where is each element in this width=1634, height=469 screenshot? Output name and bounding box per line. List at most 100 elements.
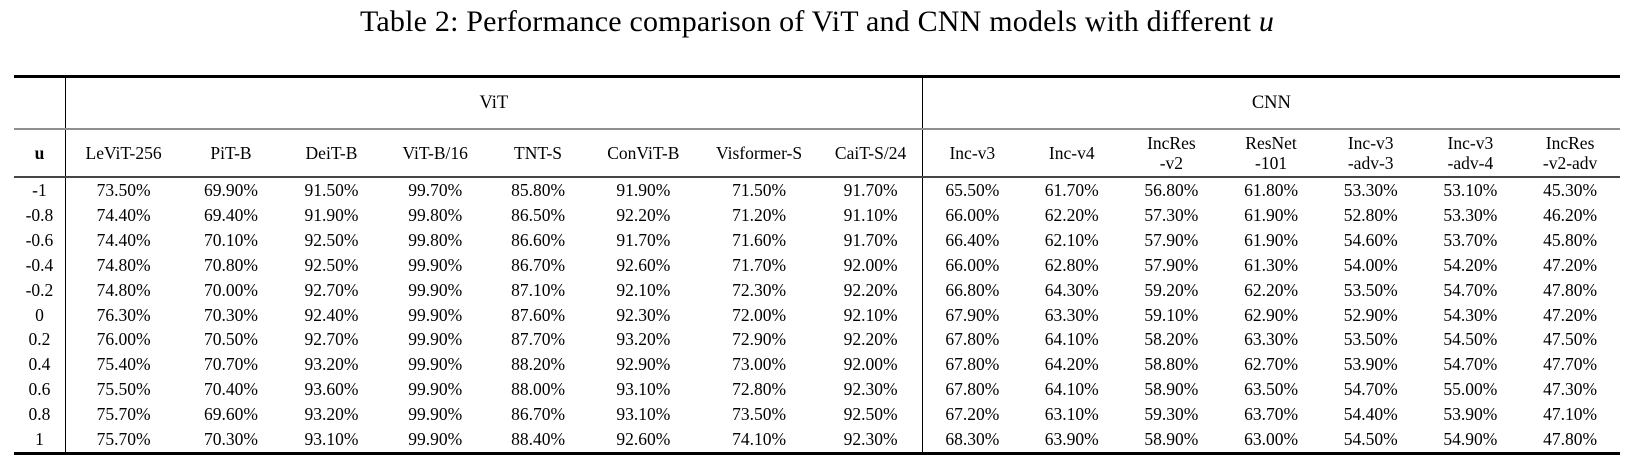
data-cell: 54.70% [1343, 379, 1398, 400]
data-cell: 67.80% [945, 379, 1000, 400]
data-cell: 92.20% [819, 277, 923, 303]
table-row: -0.8 74.40% 69.40% 91.90% 99.80% 86.50% 92.20%… [14, 202, 1620, 228]
data-cell: 63.50% [1244, 379, 1299, 400]
data-cell: 99.90% [408, 279, 463, 300]
data-cell: 53.90% [1343, 354, 1398, 375]
table-row: -1 73.50% 69.90% 91.50% 99.70% 85.80% 91.90% 71… [14, 177, 1620, 203]
data-cell: 70.40% [204, 379, 258, 400]
data-cell: 47.80% [1543, 279, 1598, 300]
group-label-vit: ViT [65, 76, 923, 130]
column-header: Inc-v3 [922, 129, 1022, 178]
data-cell: 47.20% [1543, 254, 1598, 275]
column-header: DeiT-B [280, 129, 383, 178]
data-cell: 93.60% [304, 379, 359, 400]
data-cell: 64.10% [1044, 379, 1099, 400]
data-cell: 54.20% [1443, 254, 1498, 275]
data-cell: 54.90% [1443, 429, 1498, 450]
data-cell: 53.30% [1343, 180, 1398, 200]
data-cell: 91.90% [616, 180, 671, 200]
data-cell: 88.40% [511, 429, 566, 450]
data-cell: 62.20% [1044, 204, 1099, 225]
data-cell: 68.30% [945, 429, 1000, 450]
data-cell: 59.10% [1144, 304, 1199, 325]
data-cell: 86.70% [511, 404, 566, 425]
row-label-u: -1 [14, 177, 66, 203]
column-header: CaiT-S/24 [819, 129, 923, 178]
data-cell: 92.00% [819, 352, 923, 378]
column-header: IncRes -v2-adv [1520, 129, 1620, 178]
table-row: 1 75.70% 70.30% 93.10% 99.90% 88.40% 92.60% 74.… [14, 427, 1620, 454]
data-cell: 61.90% [1244, 204, 1299, 225]
data-cell: 52.80% [1343, 204, 1398, 225]
data-cell: 99.90% [408, 254, 463, 275]
column-header-row: u LeViT-256 PiT-B DeiT-B ViT-B/16 TNT-S ConViT… [14, 129, 1620, 178]
data-cell: 57.90% [1144, 254, 1199, 275]
data-cell: 63.00% [1244, 429, 1299, 450]
data-cell: 71.50% [732, 180, 787, 200]
data-cell: 66.00% [945, 204, 1000, 225]
data-cell: 59.20% [1144, 279, 1199, 300]
column-header: ConViT-B [587, 129, 699, 178]
data-cell: 92.20% [819, 327, 923, 353]
column-header: PiT-B [181, 129, 281, 178]
data-cell: 63.10% [1044, 404, 1099, 425]
data-cell: 73.50% [732, 404, 787, 425]
group-corner-cell [14, 76, 66, 130]
table-row: 0.6 75.50% 70.40% 93.60% 99.90% 88.00% 93.10% 7… [14, 377, 1620, 403]
data-cell: 92.60% [616, 429, 671, 450]
table-row: -0.2 74.80% 70.00% 92.70% 99.90% 87.10% 92.10%… [14, 277, 1620, 303]
data-cell: 58.20% [1144, 329, 1199, 350]
data-cell: 99.90% [408, 404, 463, 425]
column-header: ResNet -101 [1221, 129, 1321, 178]
data-cell: 62.90% [1244, 304, 1299, 325]
data-cell: 67.80% [945, 329, 1000, 350]
data-cell: 92.90% [616, 354, 671, 375]
data-cell: 72.00% [732, 304, 787, 325]
column-header: IncRes -v2 [1121, 129, 1222, 178]
data-cell: 53.70% [1443, 229, 1498, 250]
data-cell: 70.50% [204, 329, 258, 350]
data-cell: 62.20% [1244, 279, 1299, 300]
data-cell: 54.50% [1443, 329, 1498, 350]
data-cell: 70.00% [204, 279, 258, 300]
data-cell: 93.10% [616, 404, 671, 425]
data-cell: 91.90% [304, 204, 359, 225]
row-label-u: 1 [14, 427, 66, 454]
group-label-cnn: CNN [922, 76, 1620, 130]
data-cell: 70.30% [204, 304, 258, 325]
data-cell: 92.30% [616, 304, 671, 325]
data-cell: 67.90% [945, 304, 1000, 325]
data-cell: 99.90% [408, 429, 463, 450]
data-cell: 53.50% [1343, 279, 1398, 300]
data-cell: 47.80% [1543, 429, 1598, 450]
data-cell: 66.00% [945, 254, 1000, 275]
data-cell: 69.60% [204, 404, 258, 425]
data-cell: 54.70% [1443, 354, 1498, 375]
data-cell: 88.00% [511, 379, 566, 400]
table-row: -0.4 74.80% 70.80% 92.50% 99.90% 86.70% 92.60%… [14, 252, 1620, 278]
data-cell: 92.60% [616, 254, 671, 275]
data-cell: 92.20% [616, 204, 671, 225]
data-cell: 62.70% [1244, 354, 1299, 375]
data-cell: 75.50% [96, 379, 151, 400]
data-cell: 62.80% [1044, 254, 1099, 275]
data-cell: 54.00% [1343, 254, 1398, 275]
data-cell: 64.30% [1044, 279, 1099, 300]
data-cell: 86.70% [511, 254, 566, 275]
data-cell: 99.70% [408, 180, 463, 200]
row-label-u: 0.8 [14, 402, 66, 428]
data-cell: 91.70% [819, 227, 923, 253]
data-cell: 92.70% [304, 279, 359, 300]
data-cell: 61.30% [1244, 254, 1299, 275]
table-head: ViT CNN u LeViT-256 PiT-B DeiT-B ViT-B/16 TNT-… [14, 76, 1620, 178]
results-table: ViT CNN u LeViT-256 PiT-B DeiT-B ViT-B/16 TNT-… [14, 75, 1620, 455]
data-cell: 53.30% [1443, 204, 1498, 225]
column-header: Inc-v3 -adv-3 [1320, 129, 1421, 178]
data-cell: 54.30% [1443, 304, 1498, 325]
data-cell: 73.50% [96, 180, 151, 200]
data-cell: 62.10% [1044, 229, 1099, 250]
data-cell: 61.80% [1244, 180, 1299, 200]
data-cell: 71.20% [732, 204, 787, 225]
data-cell: 87.60% [511, 304, 566, 325]
data-cell: 66.40% [945, 229, 1000, 250]
